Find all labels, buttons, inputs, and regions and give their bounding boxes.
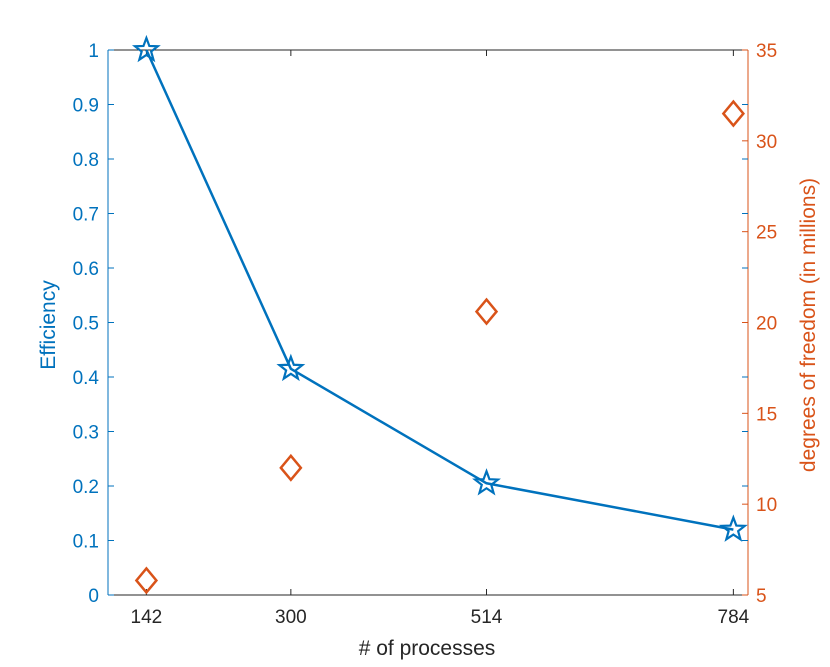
left-tick-label: 1: [88, 41, 99, 62]
left-tick-label: 0.3: [73, 423, 99, 444]
x-axis-ticks: 142 300 514 784: [131, 50, 750, 628]
dof-point: [474, 297, 499, 326]
dof-point: [279, 453, 303, 482]
left-tick-label: 0.7: [73, 205, 99, 226]
right-tick-label: 5: [756, 586, 767, 607]
x-tick-label: 142: [131, 607, 163, 628]
right-tick-label: 20: [756, 314, 777, 335]
x-axis-label: # of processes: [359, 637, 496, 660]
right-axis-ticks: 5 10 15 20 25 30 35: [742, 41, 777, 607]
efficiency-point: [718, 514, 748, 542]
efficiency-line: [145, 49, 734, 531]
x-tick-label: 784: [718, 607, 750, 628]
x-tick-label: 514: [471, 607, 503, 628]
series-efficiency: [131, 34, 748, 542]
right-tick-label: 15: [756, 404, 777, 425]
left-tick-label: 0: [88, 586, 99, 607]
x-tick-label: 300: [275, 607, 307, 628]
left-tick-label: 0.1: [73, 532, 99, 553]
left-tick-label: 0.9: [73, 96, 99, 117]
left-tick-label: 0.5: [73, 314, 99, 335]
dof-point: [134, 566, 159, 595]
right-tick-label: 25: [756, 223, 777, 244]
efficiency-point: [131, 34, 161, 63]
dof-point: [721, 99, 745, 128]
y-axis-label-right: degrees of freedom (in millions): [797, 178, 820, 472]
efficiency-point: [276, 353, 306, 382]
right-tick-label: 35: [756, 41, 777, 62]
y-axis-label-left: Efficiency: [37, 280, 60, 370]
right-tick-label: 30: [756, 132, 777, 153]
efficiency-point: [472, 468, 501, 496]
left-tick-label: 0.2: [73, 477, 99, 498]
right-tick-label: 10: [756, 495, 777, 516]
left-tick-label: 0.6: [73, 259, 99, 280]
left-tick-label: 0.8: [73, 150, 99, 171]
left-tick-label: 0.4: [73, 368, 100, 389]
series-dof: [134, 99, 745, 595]
left-axis-ticks: 0 0.1 0.2 0.3 0.4 0.5 0.6 0.7 0.8 0.9 1: [73, 41, 748, 607]
